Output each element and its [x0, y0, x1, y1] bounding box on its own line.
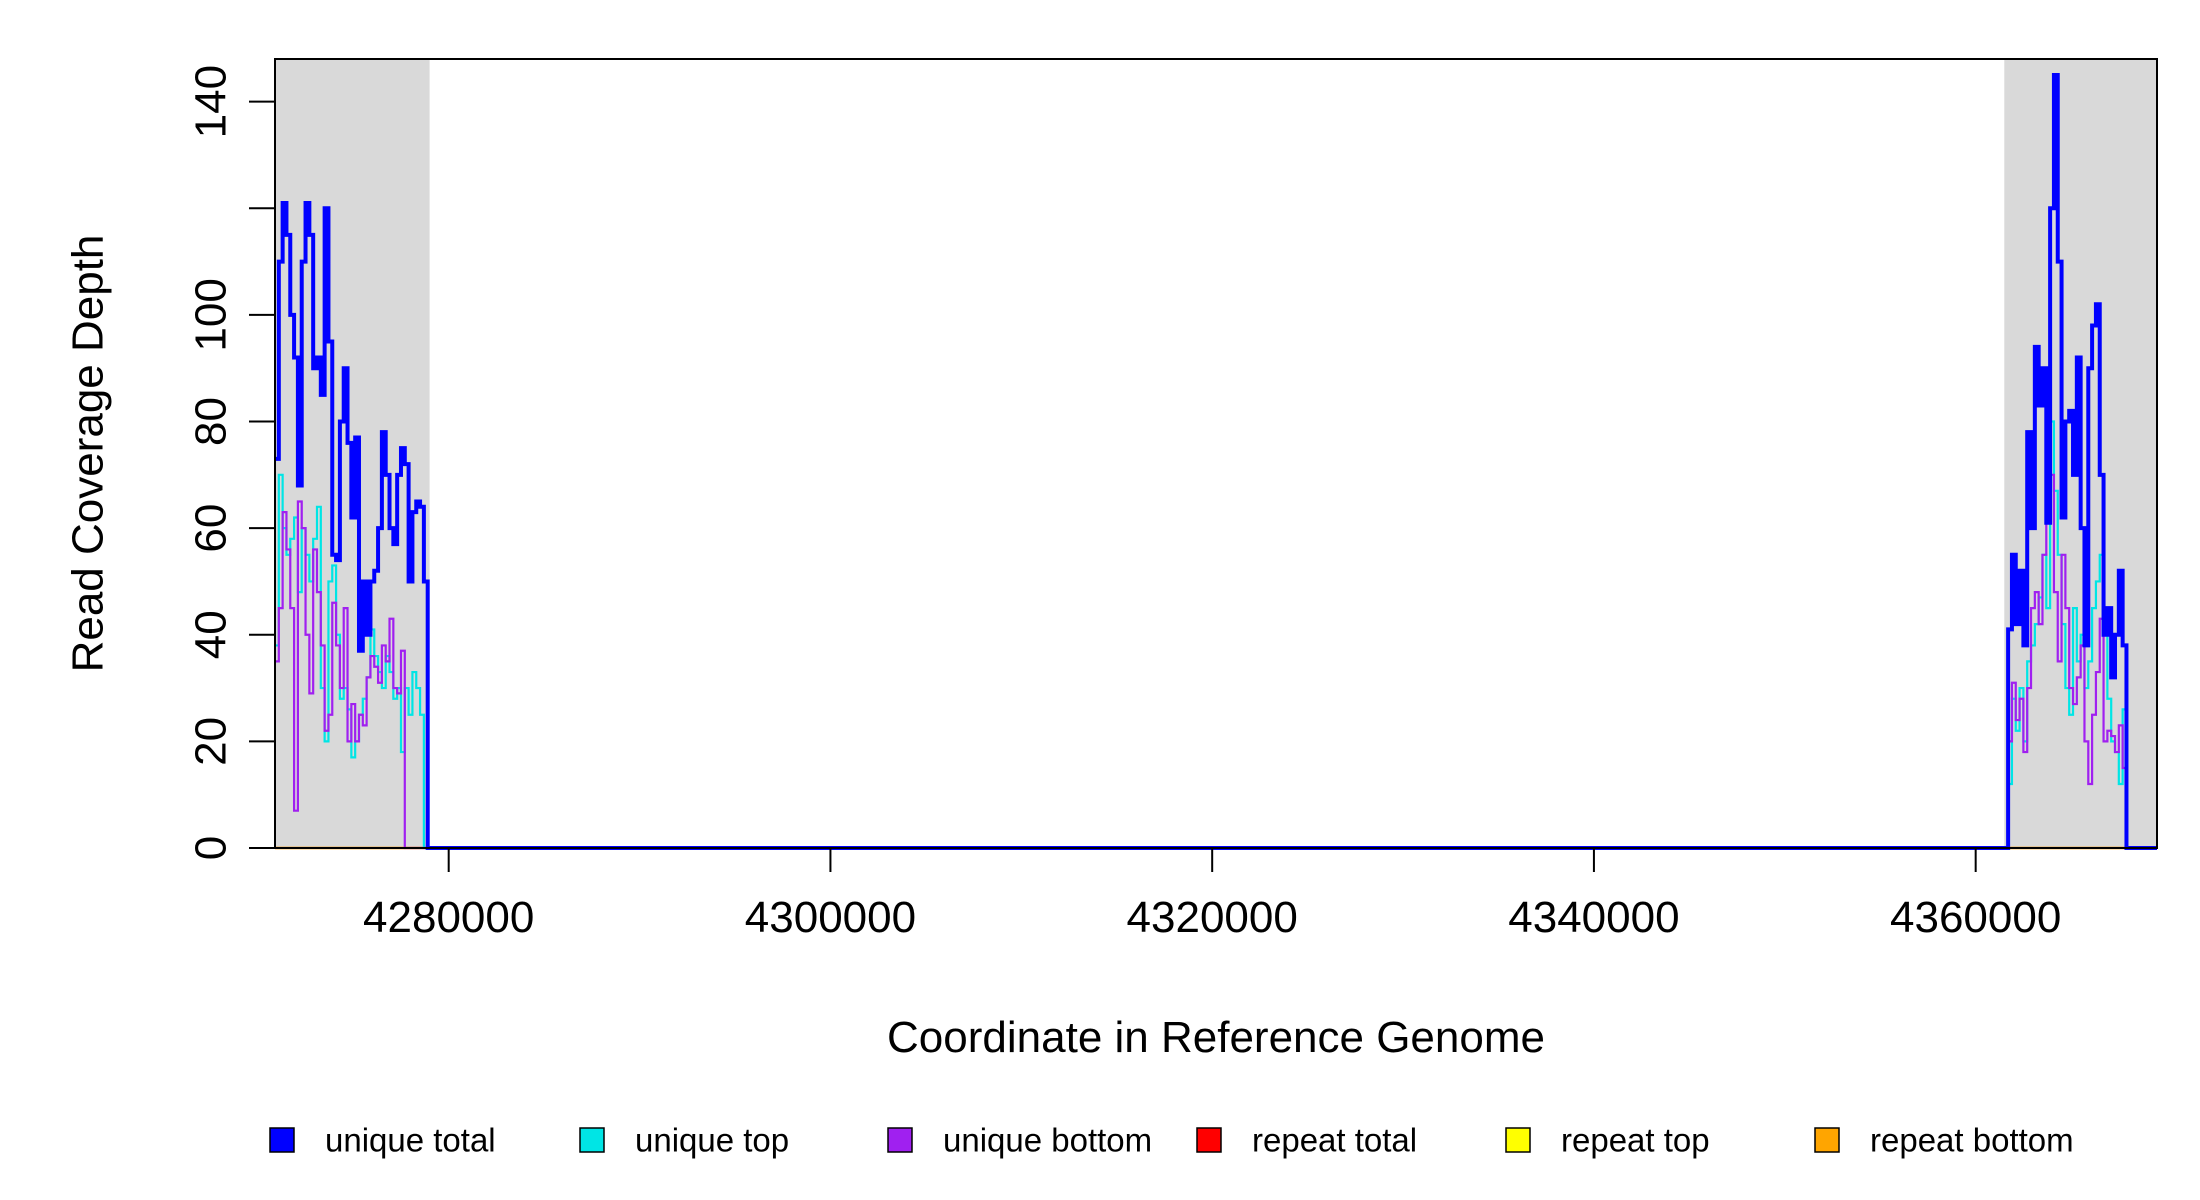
- y-tick-label: 100: [187, 278, 236, 351]
- legend-label: repeat bottom: [1870, 1122, 2074, 1159]
- y-tick-label: 80: [187, 397, 236, 446]
- y-tick-label: 0: [187, 836, 236, 860]
- legend-swatch: [887, 1127, 913, 1153]
- legend-swatch: [269, 1127, 295, 1153]
- series-lines: [275, 72, 2157, 850]
- y-tick-label: 60: [187, 504, 236, 553]
- x-tick-label: 4360000: [1890, 893, 2061, 942]
- y-tick-label: 140: [187, 65, 236, 138]
- series-line-unique-total: [275, 72, 2157, 850]
- legend-swatch: [1814, 1127, 1840, 1153]
- legend: unique total unique top unique bottom repea…: [269, 1122, 2074, 1159]
- legend-swatch: [579, 1127, 605, 1153]
- legend-label: repeat total: [1252, 1122, 1417, 1159]
- series-line-unique-top: [275, 420, 2157, 850]
- legend-label: unique bottom: [943, 1122, 1152, 1159]
- legend-label: unique top: [635, 1122, 789, 1159]
- x-axis: 4280000 4300000 4320000 4340000 4360000: [363, 848, 2061, 942]
- x-axis-label: Coordinate in Reference Genome: [887, 1013, 1545, 1062]
- series-line-unique-bottom: [275, 473, 2157, 850]
- legend-swatch: [1196, 1127, 1222, 1153]
- plot-frame: [274, 58, 2158, 849]
- legend-label: unique total: [325, 1122, 496, 1159]
- x-tick-label: 4320000: [1127, 893, 1298, 942]
- y-tick-label: 40: [187, 610, 236, 659]
- shaded-regions: [275, 59, 2157, 848]
- x-tick-label: 4340000: [1508, 893, 1679, 942]
- y-tick-label: 20: [187, 717, 236, 766]
- x-tick-label: 4280000: [363, 893, 534, 942]
- legend-swatch: [1505, 1127, 1531, 1153]
- legend-label: repeat top: [1561, 1122, 1710, 1159]
- y-axis-label: Read Coverage Depth: [64, 235, 113, 673]
- x-tick-label: 4300000: [745, 893, 916, 942]
- y-axis: 0 20 40 60 80 100 140: [187, 65, 275, 860]
